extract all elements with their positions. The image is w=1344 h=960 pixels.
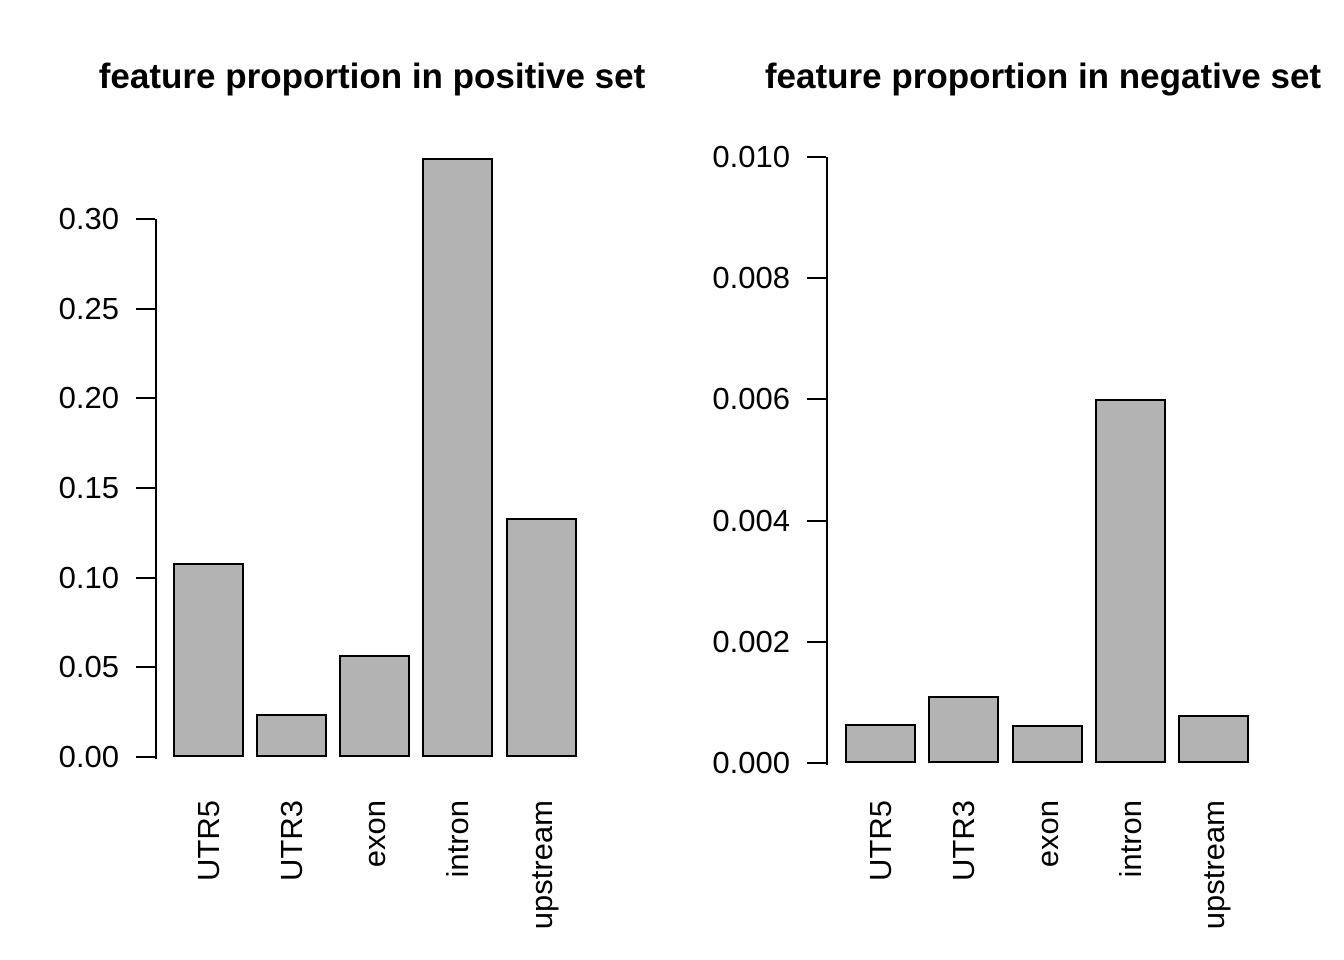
y-tick-label: 0.20 — [58, 380, 119, 416]
bar — [1011, 725, 1083, 763]
y-axis-tick — [136, 307, 155, 310]
x-category-label: upstream — [523, 800, 559, 930]
x-category-label: UTR3 — [273, 800, 309, 881]
x-category-label: intron — [1112, 800, 1148, 878]
y-tick-label: 0.10 — [58, 559, 119, 595]
bar — [845, 723, 916, 763]
y-tick-label: 0.00 — [58, 739, 119, 774]
positive-chart-title: feature proportion in positive set — [98, 57, 646, 96]
x-category-label: exon — [357, 800, 393, 868]
x-category-label: exon — [1029, 800, 1065, 868]
y-axis-tick — [136, 487, 155, 489]
y-tick-label: 0.000 — [712, 745, 790, 780]
y-axis-tick — [136, 397, 155, 400]
y-tick-label: 0.30 — [58, 201, 119, 236]
y-axis-tick — [807, 762, 826, 764]
y-tick-label: 0.05 — [58, 649, 119, 685]
x-category-label: intron — [440, 800, 476, 878]
y-tick-label: 0.15 — [58, 470, 119, 505]
x-category-label: upstream — [1196, 800, 1232, 930]
y-axis-tick — [136, 576, 155, 579]
y-axis-line — [155, 219, 157, 759]
y-axis-tick — [136, 756, 155, 758]
y-tick-label: 0.004 — [712, 502, 790, 538]
y-axis-tick — [807, 277, 826, 280]
y-tick-label: 0.002 — [712, 623, 790, 659]
y-tick-label: 0.008 — [712, 260, 790, 296]
y-axis-tick — [136, 666, 155, 669]
y-axis-tick — [807, 640, 826, 643]
y-axis-tick — [136, 218, 155, 220]
y-tick-label: 0.006 — [712, 381, 790, 417]
y-tick-label: 0.25 — [58, 290, 119, 326]
bar — [339, 654, 411, 757]
y-axis-tick — [807, 398, 826, 401]
bar — [422, 158, 494, 757]
y-axis-line — [826, 157, 828, 765]
x-category-label: UTR3 — [946, 800, 982, 881]
x-category-label: UTR5 — [863, 800, 898, 881]
y-axis-tick — [807, 156, 826, 158]
bar — [1178, 714, 1250, 763]
bar — [505, 518, 577, 757]
y-tick-label: 0.010 — [712, 139, 790, 174]
negative-chart-title: feature proportion in negative set — [764, 57, 1322, 96]
x-category-label: UTR5 — [190, 800, 226, 881]
bar — [1094, 399, 1166, 763]
bar — [172, 563, 244, 757]
y-axis-tick — [807, 519, 826, 522]
bar — [255, 713, 327, 757]
bar — [928, 696, 1000, 763]
